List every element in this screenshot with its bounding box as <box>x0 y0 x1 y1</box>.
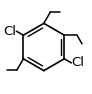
Text: Cl: Cl <box>3 25 16 38</box>
Text: Cl: Cl <box>71 56 84 69</box>
